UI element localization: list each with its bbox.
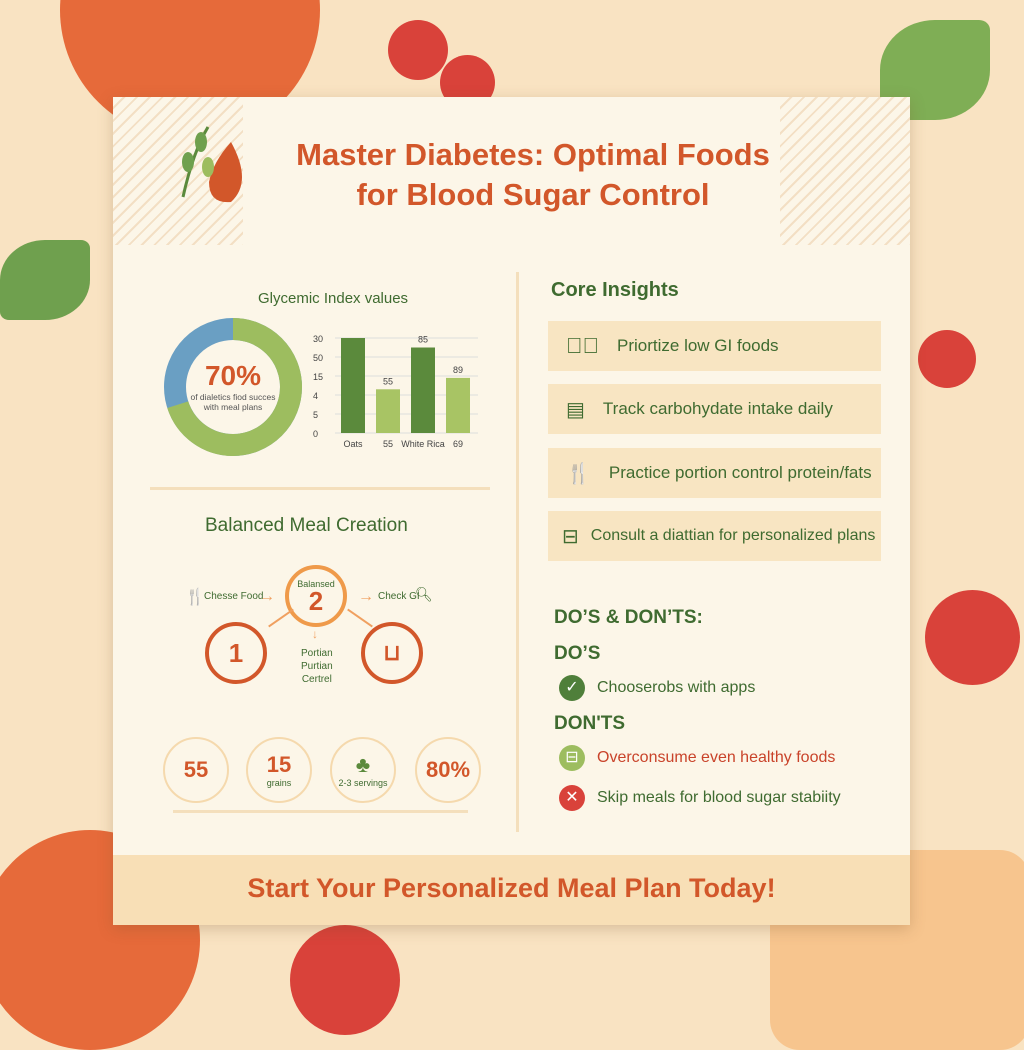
- raspberry-decoration: [290, 925, 400, 1035]
- raspberry-decoration: [925, 590, 1020, 685]
- medical-kit-icon: ⊟: [562, 525, 579, 548]
- x-tick-label: 55: [383, 439, 393, 449]
- berry-decoration: [918, 330, 976, 388]
- step-1-number: 1: [228, 637, 244, 668]
- cta-text[interactable]: Start Your Personalized Meal Plan Today!: [247, 873, 776, 903]
- x-tick-label: 69: [453, 439, 463, 449]
- divider: [150, 487, 490, 490]
- step-choose-food: Chesse Food: [204, 591, 264, 602]
- berry-decoration: [388, 20, 448, 80]
- dont-item: ✕ Skip meals for blood sugar stabiity: [559, 785, 841, 811]
- divider: [173, 810, 468, 813]
- insight-item: ✓⃝ Priortize low GI foods: [548, 321, 881, 371]
- magnifier-icon: 🔍︎: [415, 586, 433, 602]
- broccoli-icon: ♣: [355, 752, 371, 777]
- bar: [341, 338, 365, 433]
- y-tick-label: 5: [313, 410, 318, 420]
- y-tick-label: 15: [313, 372, 323, 382]
- arrow-down-icon: ↓: [312, 627, 318, 641]
- insight-item: ▤ Track carbohydate intake daily: [548, 384, 881, 434]
- y-tick-label: 30: [313, 334, 323, 344]
- step-2-label: Balansed: [297, 579, 335, 589]
- y-tick-label: 4: [313, 391, 318, 401]
- do-item: ✓ Chooserobs with apps: [559, 675, 755, 701]
- gi-title: Glycemic Index values: [258, 290, 409, 307]
- leaf-drop-logo-icon: [181, 126, 242, 203]
- x-circle-icon: ✕: [559, 785, 585, 811]
- fork-knife-icon: 🍴: [185, 589, 205, 606]
- bar: [446, 377, 470, 433]
- bar: [411, 347, 435, 433]
- y-tick-label: 0: [313, 429, 318, 439]
- insight-item: 🍴 Practice portion control protein/fats: [548, 448, 881, 498]
- dos-title: DO’S: [554, 643, 601, 664]
- stat-percent: 80%: [415, 737, 481, 803]
- step-1-circle: 1: [205, 622, 267, 684]
- page-title: Master Diabetes: Optimal Foods for Blood …: [296, 137, 770, 212]
- fork-spoon-icon: 🍴: [566, 462, 591, 485]
- donut-percent: 70%: [204, 360, 262, 391]
- arrow-icon: →: [358, 588, 374, 605]
- arrow-line: [347, 608, 373, 628]
- donut-caption: of dialetics fiod succes: [190, 392, 276, 402]
- portion-control-label: Portian Purtian Certrel: [301, 648, 333, 685]
- stat-gi: 55: [163, 737, 229, 803]
- step-2-number: 2: [308, 586, 324, 616]
- leaf-decoration: [0, 240, 90, 320]
- lunchbox-icon: ⊟: [559, 745, 585, 771]
- insight-item: ⊟ Consult a diattian for personalized pla…: [548, 511, 881, 561]
- x-tick-label: Oats: [343, 439, 363, 449]
- hatch-pattern: [780, 97, 910, 245]
- measuring-cup-icon: ⊔: [361, 622, 423, 684]
- infographic-card: Master Diabetes: Optimal Foods for Blood …: [113, 97, 910, 925]
- step-2-circle: Balansed 2: [285, 565, 347, 627]
- check-circle-icon: ✓: [559, 675, 585, 701]
- cta-banner[interactable]: Start Your Personalized Meal Plan Today!: [113, 855, 910, 925]
- data-label: 89: [453, 365, 463, 375]
- data-label: 85: [418, 335, 428, 345]
- arrow-line: [268, 608, 294, 628]
- meal-title: Balanced Meal Creation: [205, 515, 408, 536]
- gi-bar-chart: 0 5 4 15 50 30 Oats 55 55 85 White Rica 89 69: [313, 334, 478, 449]
- data-label: 55: [383, 376, 393, 386]
- insights-title: Core Insights: [551, 279, 679, 301]
- step-check-gi: Check GI: [378, 591, 420, 602]
- notebook-icon: ▤: [566, 398, 585, 421]
- donut-main-segment: [164, 318, 302, 456]
- x-tick-label: White Rica: [401, 439, 445, 449]
- donut-center: 70% of dialetics fiod succes with meal p…: [173, 360, 293, 412]
- arrow-icon: →: [259, 588, 275, 605]
- bar: [376, 389, 400, 433]
- dos-donts-title: DO’S & DON’TS:: [554, 607, 703, 628]
- column-divider: [516, 272, 519, 832]
- check-circle-icon: ✓⃝: [566, 333, 599, 358]
- donut-caption: with meal plans: [203, 402, 263, 412]
- stat-grains: 15 grains: [246, 737, 312, 803]
- y-tick-label: 50: [313, 353, 323, 363]
- stat-servings: ♣ 2-3 servings: [330, 737, 396, 803]
- donut-chart: [164, 318, 302, 456]
- dont-item: ⊟ Overconsume even healthy foods: [559, 745, 835, 771]
- donts-title: DON'TS: [554, 713, 626, 734]
